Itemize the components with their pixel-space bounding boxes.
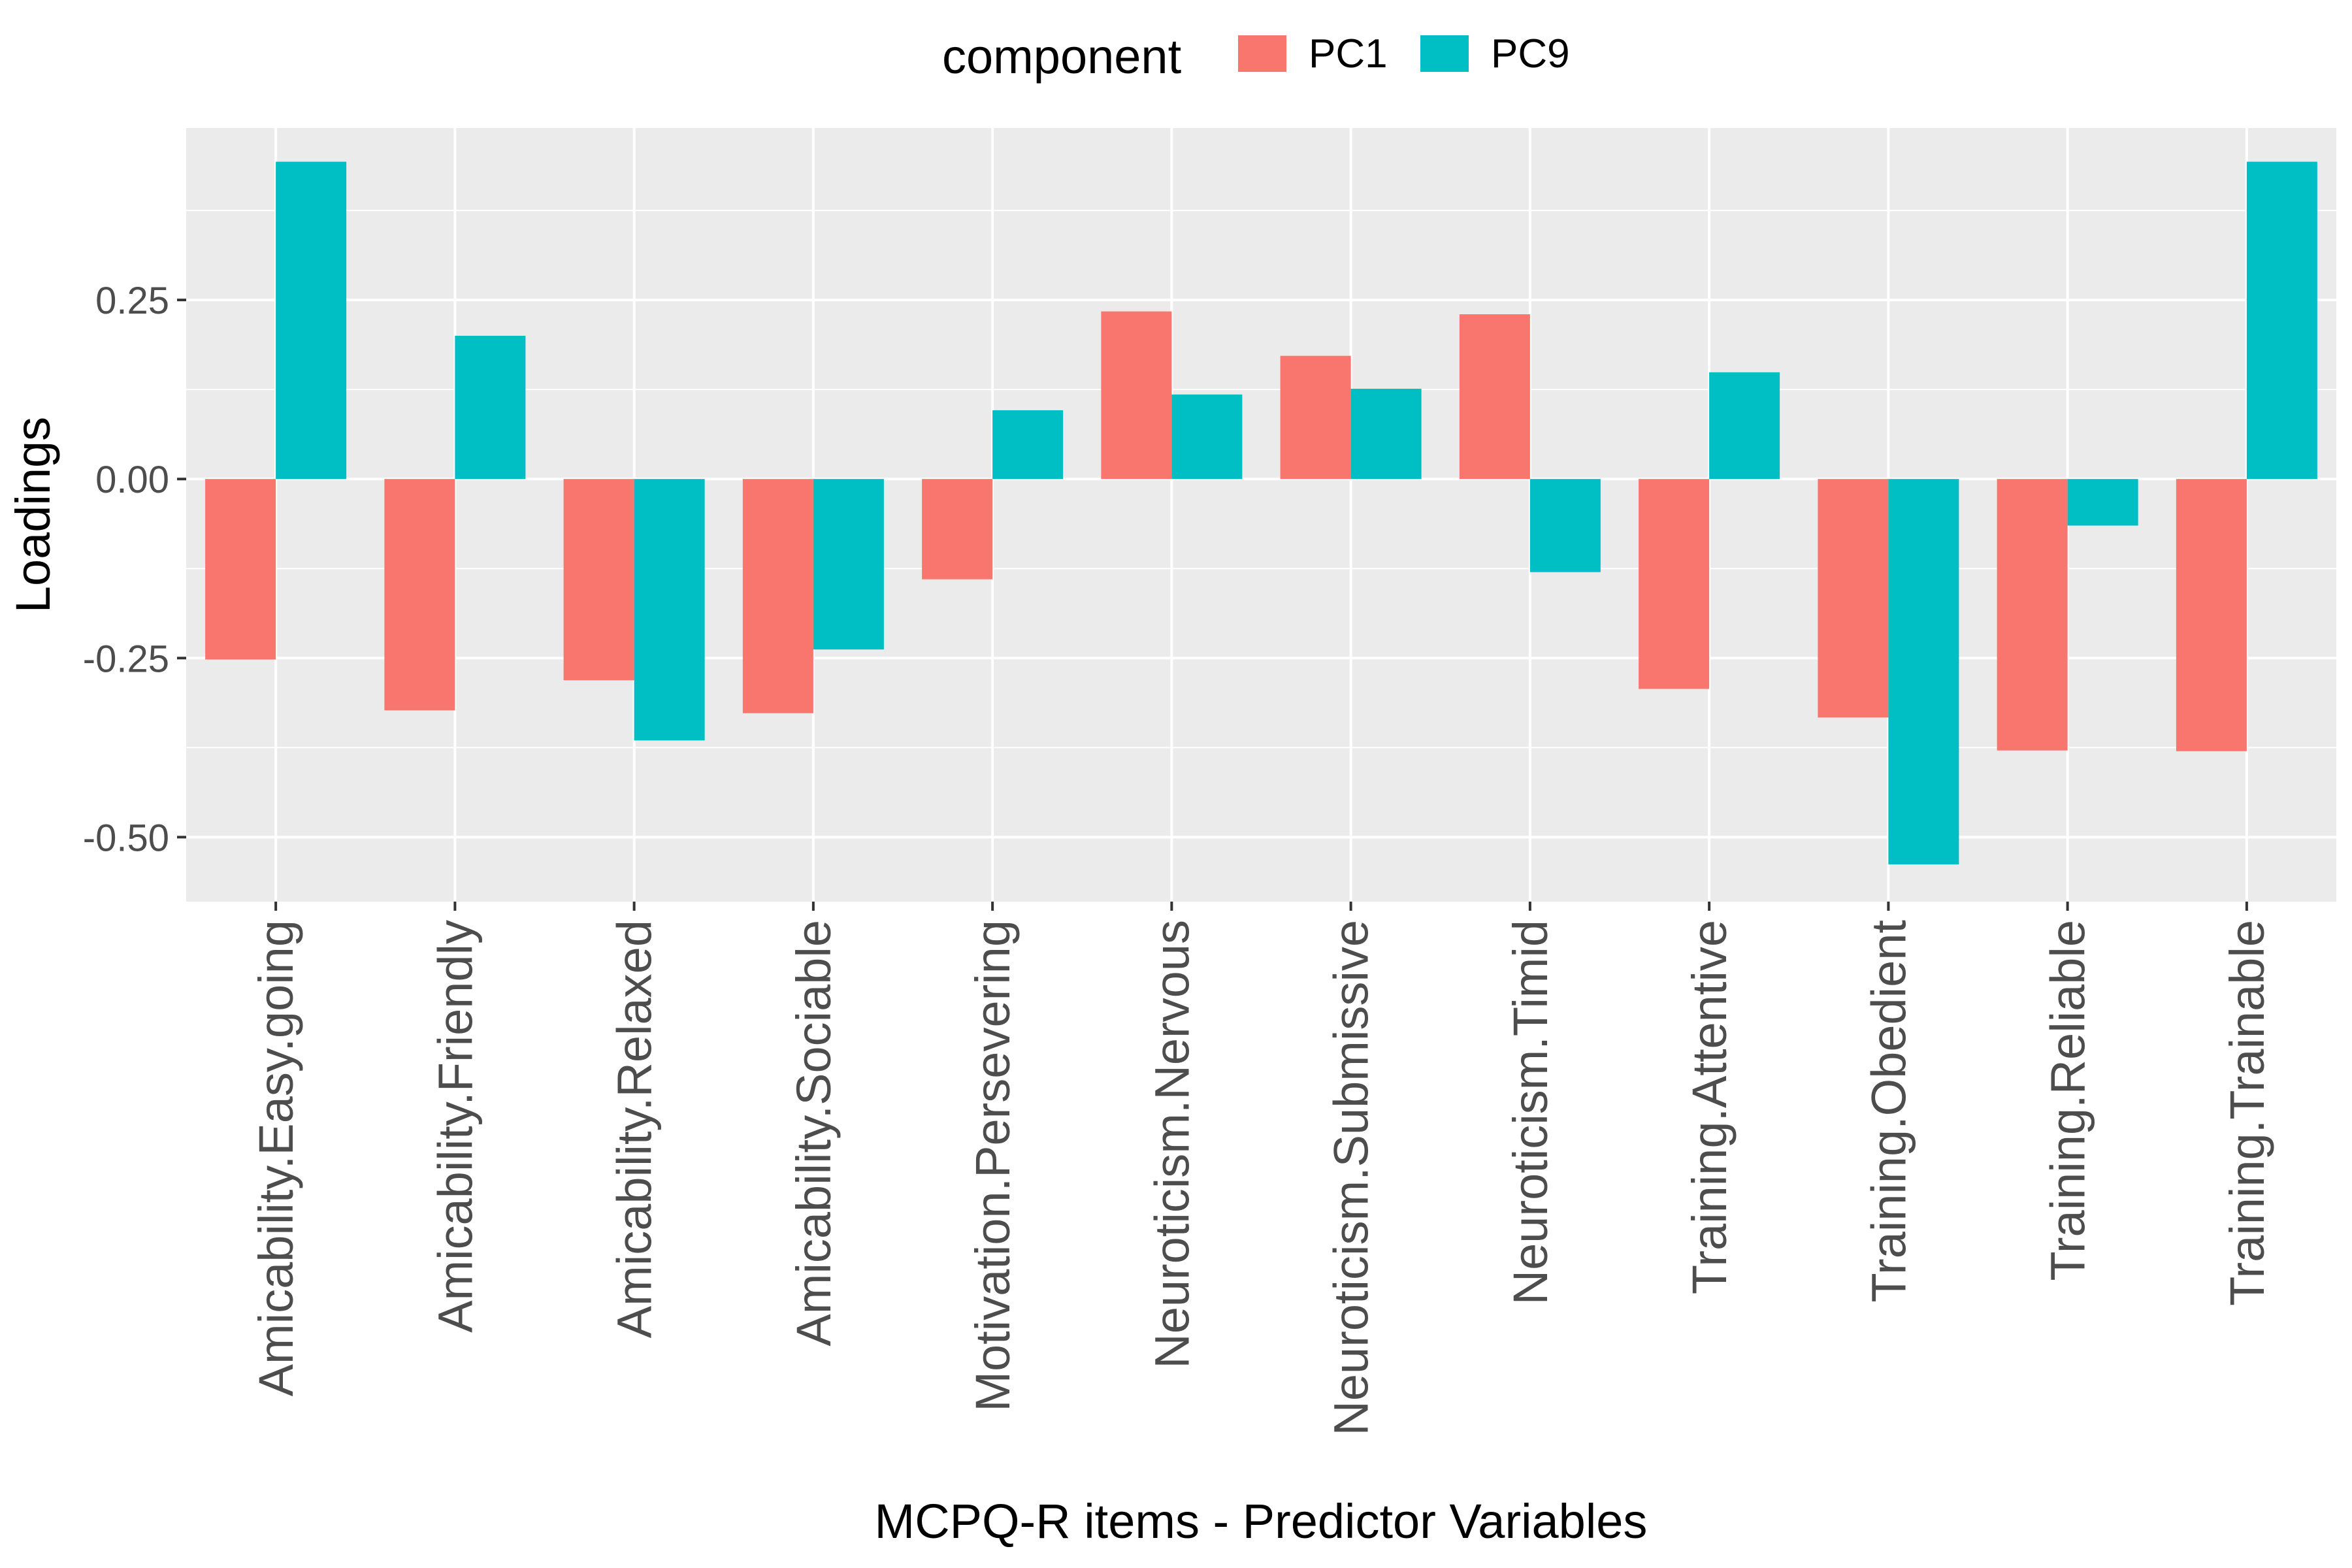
x-tick-label: Neuroticism.Timid — [1503, 920, 1558, 1305]
x-tick-label: Amicability.Easy.going — [249, 920, 303, 1396]
legend-title: component — [942, 29, 1182, 84]
bar-pc9-6 — [1350, 389, 1422, 480]
y-axis-title: Loadings — [6, 417, 60, 613]
x-tick-label: Motivation.Persevering — [966, 920, 1020, 1412]
bar-pc9-2 — [634, 479, 705, 741]
x-tick-label: Amicability.Relaxed — [608, 920, 662, 1338]
bar-pc1-7 — [1459, 314, 1530, 480]
bar-pc9-9 — [1888, 479, 1959, 864]
bar-pc1-1 — [384, 479, 455, 711]
x-tick-label: Amicability.Sociable — [787, 920, 841, 1347]
y-tick-label: 0.00 — [95, 459, 169, 501]
bar-pc9-7 — [1529, 479, 1601, 572]
legend-label-pc1: PC1 — [1309, 31, 1388, 76]
bar-pc9-5 — [1171, 394, 1243, 480]
bar-pc1-0 — [205, 479, 276, 660]
legend-key-pc9 — [1420, 35, 1469, 72]
legend: component PC1 PC9 — [942, 29, 1570, 84]
y-tick-label: -0.25 — [83, 638, 169, 680]
bar-pc1-11 — [2176, 479, 2247, 751]
plot-panel — [186, 128, 2336, 902]
bar-pc9-11 — [2246, 161, 2317, 480]
bar-pc1-6 — [1280, 355, 1351, 480]
x-tick-label: Training.Obedient — [1861, 920, 1916, 1303]
bar-pc9-0 — [276, 161, 347, 480]
bar-pc1-3 — [742, 479, 813, 713]
x-tick-label: Training.Reliable — [2041, 920, 2095, 1281]
bar-pc9-8 — [1709, 372, 1780, 480]
x-tick-label: Training.Trainable — [2220, 920, 2274, 1306]
bar-pc9-3 — [813, 479, 884, 650]
bar-pc1-10 — [1997, 479, 2068, 751]
x-tick-label: Training.Attentive — [1682, 920, 1737, 1294]
bars — [205, 161, 2317, 864]
bar-pc9-4 — [992, 410, 1064, 480]
x-tick-label: Neuroticism.Submissive — [1324, 920, 1379, 1436]
legend-key-pc1 — [1238, 35, 1286, 72]
x-tick-label: Amicability.Friendly — [428, 920, 482, 1333]
x-axis: Amicability.Easy.going Amicability.Friend… — [249, 902, 2274, 1436]
bar-pc1-9 — [1818, 479, 1889, 718]
x-tick-label: Neuroticism.Nervous — [1145, 920, 1199, 1369]
y-axis: -0.50 -0.25 0.00 0.25 — [83, 280, 186, 859]
y-tick-label: 0.25 — [95, 280, 169, 322]
bar-pc9-1 — [455, 335, 526, 480]
bar-pc1-5 — [1101, 311, 1172, 480]
x-axis-title: MCPQ-R items - Predictor Variables — [875, 1494, 1648, 1548]
bar-pc1-8 — [1639, 479, 1710, 689]
bar-pc1-4 — [922, 479, 993, 580]
legend-label-pc9: PC9 — [1491, 31, 1570, 76]
y-tick-label: -0.50 — [83, 817, 169, 859]
bar-pc9-10 — [2067, 479, 2138, 526]
bar-pc1-2 — [563, 479, 634, 681]
